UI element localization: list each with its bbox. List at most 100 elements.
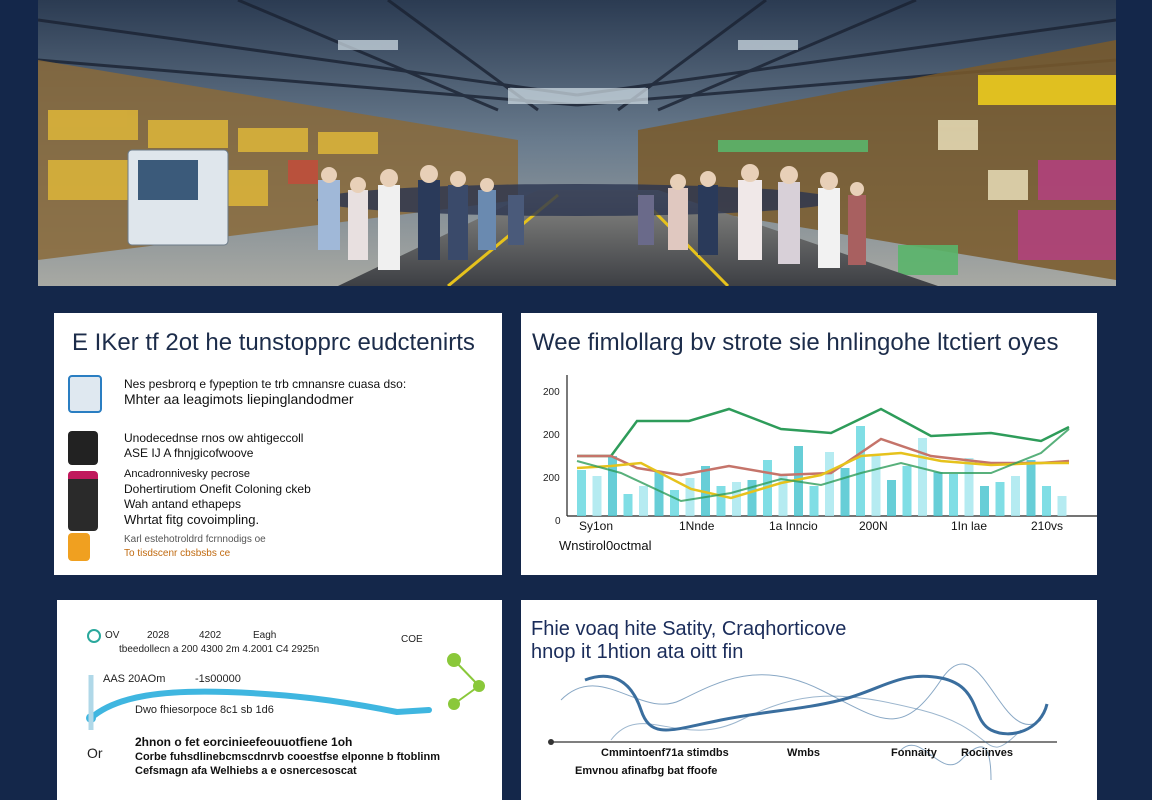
chart-bar: [809, 486, 819, 516]
desc-line: Corbe fuhsdlinebcmscdnrvb cooestfse elpo…: [135, 751, 440, 763]
feature-line: Wah antand ethapeps: [124, 497, 241, 511]
timeline-graphic: OV 2028 4202 Eagh COE tbeedollecn a 200 …: [86, 629, 485, 777]
marker-icon: [87, 629, 101, 643]
x-tick-label: 1a Inncio: [769, 519, 818, 533]
series-line-green: [577, 407, 1070, 458]
wave-title-line: Fhie voaq hite Satity, Craqhorticove: [531, 618, 847, 640]
features-panel: E IKer tf 2ot he tunstopprc eudctenirts …: [54, 313, 502, 575]
wave-x-label: Wmbs: [787, 747, 820, 759]
chart-bar: [825, 452, 834, 516]
wave-panel: Fhie voaq hite Satity, Craqhorticove hno…: [521, 600, 1097, 800]
chart-footer-label: Wnstirol0octmal: [559, 538, 652, 553]
wave-line-thin: [610, 695, 1022, 748]
series-line-yellow: [576, 451, 1069, 500]
timeline-line: [88, 688, 432, 721]
chart-bar: [577, 470, 586, 516]
header-item: OV: [105, 630, 120, 641]
chart-bar: [623, 494, 633, 516]
feature-item: Ancadronnivesky pecrose Dohertirutiom On…: [68, 463, 488, 533]
desc-line: 2hnon o fet eorcinieefeouuotfiene 1oh: [135, 735, 352, 749]
wave-x-label: Cmmintoenf71a stimdbs: [601, 747, 729, 759]
x-tick-label: 1In lae: [951, 519, 987, 533]
series-line-rose: [577, 437, 1070, 477]
chart-bar: [856, 426, 865, 516]
kiosk-icon: [68, 375, 102, 413]
line-label-left: AAS 20AOm: [103, 673, 165, 685]
chart-bar: [685, 478, 695, 516]
chart-bar: [980, 486, 989, 516]
desc-line: Cefsmagn afa Welhiebs a e osnercesoscat: [135, 765, 357, 777]
feature-line: To tisdscenr cbsbsbs ce: [124, 548, 231, 559]
side-label: Or: [87, 745, 103, 761]
wave-x-label: Rociinves: [961, 747, 1013, 759]
features-title: E IKer tf 2ot he tunstopprc eudctenirts: [72, 329, 475, 356]
timeline-sub-label: Dwo fhiesorpoce 8c1 sb 1d6: [135, 704, 274, 716]
chart-bar: [918, 438, 927, 516]
chart-bar: [639, 486, 648, 516]
feature-item: Nes pesbrorq e fypeption te trb cmnansre…: [68, 371, 488, 413]
chart-title: Wee fimlollarg bv strote sie hnlingohe l…: [532, 329, 1059, 356]
chart-bar: [654, 472, 664, 516]
chart-bar: [1057, 496, 1067, 516]
chart-bar: [1011, 476, 1020, 516]
x-tick-label: 210vs: [1031, 519, 1063, 533]
feature-text: Unodecednse rnos ow ahtigeccoll ASE IJ A…: [124, 431, 303, 461]
feature-line: Dohertirutiom Onefit Coloning ckeb: [124, 482, 311, 496]
axis-origin: [548, 739, 554, 745]
y-tick-label: 200: [543, 387, 560, 398]
wave-title-line: hnop it 1htion ata oitt fin: [531, 641, 744, 663]
series-line-green-2: [576, 428, 1070, 503]
device-icon: [68, 431, 98, 465]
feature-line: Unodecednse rnos ow ahtigeccoll: [124, 431, 304, 445]
feature-item: Unodecednse rnos ow ahtigeccoll ASE IJ A…: [68, 425, 488, 465]
x-tick-label: Sy1on: [579, 519, 613, 533]
charging-station-icon: [68, 471, 98, 531]
feature-line: Karl estehotroldrd fcrnnodigs oe: [124, 534, 266, 545]
chart-panel: Wee fimlollarg bv strote sie hnlingohe l…: [521, 313, 1097, 575]
timeline-panel: OV 2028 4202 Eagh COE tbeedollecn a 200 …: [57, 600, 502, 800]
feature-line: Nes pesbrorq e fypeption te trb cmnansre…: [124, 377, 407, 391]
wave-line: [584, 674, 1049, 736]
feature-line: Mhter aa leagimots liepinglandodmer: [124, 391, 354, 407]
wave-title: Fhie voaq hite Satity, Craqhorticove hno…: [531, 618, 846, 664]
market-hall-illustration: [38, 0, 1116, 286]
hero-photo: [38, 0, 1116, 286]
chart-bar: [592, 476, 602, 516]
y-tick-label: 0: [555, 516, 561, 527]
chart-bar: [964, 458, 974, 516]
wave-footer-text: Emvnou afinafbg bat ffoofe: [575, 765, 717, 777]
chart-bar: [778, 476, 788, 516]
feature-line: ASE IJ A fhnjgicofwoove: [124, 446, 254, 460]
chart-bar: [716, 486, 726, 516]
wave-line-thin: [900, 744, 992, 781]
wave-line-thin: [560, 663, 1042, 725]
y-tick-label: 200: [543, 473, 560, 484]
y-tick-label: 200: [543, 430, 560, 441]
header-item: COE: [401, 634, 423, 645]
x-tick-label: 1Nnde: [679, 519, 715, 533]
chart-bar: [732, 482, 741, 516]
chart-bar: [840, 468, 850, 516]
chart-bar: [887, 480, 896, 516]
chart-bar: [933, 472, 943, 516]
battery-icon: [68, 533, 90, 561]
chart-bar: [747, 480, 757, 516]
bar-line-chart: 200 200 200 0 Sy1on 1Nnde 1a Inncio 200N…: [543, 375, 1097, 553]
feature-text: Nes pesbrorq e fypeption te trb cmnansre…: [124, 377, 406, 407]
chart-bar: [995, 482, 1005, 516]
chart-bar: [670, 490, 679, 516]
feature-text: Ancadronnivesky pecrose Dohertirutiom On…: [124, 467, 311, 527]
feature-text: Karl estehotroldrd fcrnnodigs oe To tisd…: [124, 533, 266, 561]
x-tick-label: 200N: [859, 519, 888, 533]
feature-item: Karl estehotroldrd fcrnnodigs oe To tisd…: [68, 531, 488, 567]
wave-x-label: Fonnaity: [891, 747, 938, 759]
chart-bar: [949, 474, 958, 516]
chart-bar: [1042, 486, 1051, 516]
header-item: 2028: [147, 630, 170, 641]
feature-line: Whrtat fitg covoimpling.: [124, 512, 260, 527]
feature-line: Ancadronnivesky pecrose: [124, 468, 250, 480]
chart-bar: [608, 456, 617, 516]
header-item: Eagh: [253, 630, 276, 641]
chart-bar: [1026, 460, 1036, 516]
chart-bar: [871, 456, 881, 516]
